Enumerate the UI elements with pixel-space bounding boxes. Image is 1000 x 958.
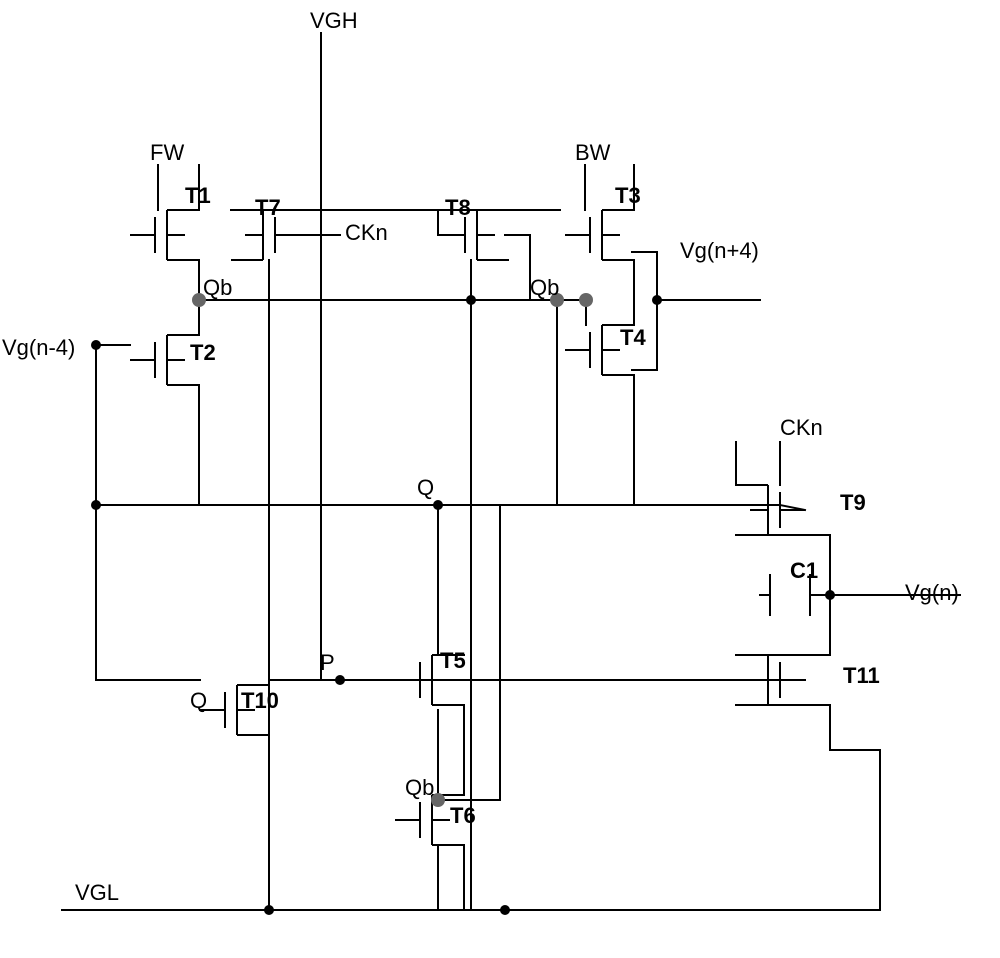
label-io-ckn: CKn	[780, 415, 823, 441]
label-transistors-T2-label: T2	[190, 340, 216, 366]
label-nodes-p: P	[320, 650, 335, 676]
label-capacitor-C1-label: C1	[790, 558, 818, 584]
label-transistors-T7-label: T7	[255, 195, 281, 221]
label-nodes-qb: Qb	[405, 775, 434, 801]
label-nodes-qb: Qb	[530, 275, 559, 301]
label-rails-vgh-label: VGH	[310, 8, 358, 34]
label-io-ckn: CKn	[345, 220, 388, 246]
label-transistors-T3-label: T3	[615, 183, 641, 209]
label-io-vg_prev: Vg(n-4)	[2, 335, 75, 361]
label-transistors-T10-label: T10	[241, 688, 279, 714]
label-transistors-T11-label: T11	[843, 663, 880, 689]
label-nodes-q: Q	[190, 688, 207, 714]
label-transistors-T9-label: T9	[840, 490, 866, 516]
label-io-fw: FW	[150, 140, 184, 166]
label-transistors-T8-label: T8	[445, 195, 471, 221]
label-transistors-T1-label: T1	[185, 183, 211, 209]
label-transistors-T5-label: T5	[440, 648, 466, 674]
label-nodes-qb: Qb	[203, 275, 232, 301]
label-io-vg_next: Vg(n+4)	[680, 238, 759, 264]
label-io-vg_out: Vg(n)	[905, 580, 959, 606]
label-rails-vgl-label: VGL	[75, 880, 119, 906]
label-io-bw: BW	[575, 140, 610, 166]
circuit-canvas: VGH FW BW Vg(n-4) Vg(n+4) CKn CKn Vg(n) VGL Qb Qb Q…	[0, 0, 1000, 958]
label-nodes-q: Q	[417, 475, 434, 501]
label-transistors-T6-label: T6	[450, 803, 476, 829]
label-transistors-T4-label: T4	[620, 325, 646, 351]
